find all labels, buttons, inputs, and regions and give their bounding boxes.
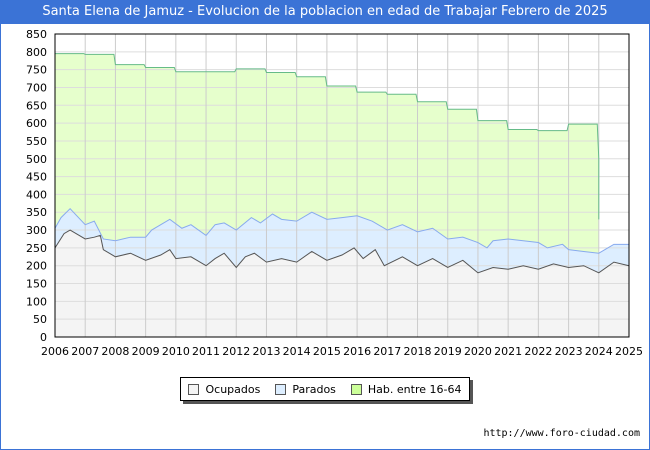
x-tick-label: 2006 (41, 345, 69, 358)
x-tick-label: 2021 (494, 345, 522, 358)
y-tick-label: 250 (26, 242, 47, 255)
x-tick-label: 2014 (283, 345, 311, 358)
x-tick-label: 2008 (101, 345, 129, 358)
y-tick-label: 300 (26, 224, 47, 237)
x-tick-label: 2022 (524, 345, 552, 358)
y-tick-label: 650 (26, 99, 47, 112)
legend-label-parados: Parados (292, 382, 336, 396)
x-tick-label: 2009 (132, 345, 160, 358)
y-tick-label: 100 (26, 295, 47, 308)
y-tick-label: 600 (26, 117, 47, 130)
legend-label-hab: Hab. entre 16-64 (367, 382, 462, 396)
chart-plot: 0 50 100 150 200 250 300 350 400 450 500 550 600 650 7… (26, 28, 643, 358)
x-tick-label: 2011 (192, 345, 220, 358)
y-tick-label: 800 (26, 46, 47, 59)
source-url: http://www.foro-ciudad.com (483, 428, 640, 439)
legend-item-ocupados: Ocupados (188, 383, 260, 396)
line-parados (54, 207, 629, 254)
x-tick-label: 2018 (404, 345, 432, 358)
legend: Ocupados Parados Hab. entre 16-64 (180, 377, 470, 401)
y-tick-label: 200 (26, 260, 47, 273)
x-tick-label: 2010 (162, 345, 190, 358)
x-tick-label: 2025 (615, 345, 643, 358)
line-hab-entre-16-64 (55, 53, 600, 220)
y-tick-label: 750 (26, 64, 47, 77)
y-tick-label: 0 (40, 331, 47, 344)
y-tick-label: 400 (26, 188, 47, 201)
y-tick-label: 50 (33, 313, 47, 326)
x-tick-label: 2024 (585, 345, 613, 358)
x-tick-label: 2013 (252, 345, 280, 358)
x-tick-label: 2007 (71, 345, 99, 358)
legend-swatch-hab (350, 383, 362, 395)
y-tick-label: 450 (26, 171, 47, 184)
x-tick-label: 2023 (555, 345, 583, 358)
y-tick-label: 850 (26, 28, 47, 41)
legend-swatch-parados (275, 383, 287, 395)
y-tick-label: 150 (26, 278, 47, 291)
y-tick-label: 550 (26, 135, 47, 148)
legend-label-ocupados: Ocupados (205, 382, 261, 396)
plot-border (54, 33, 630, 338)
x-tick-label: 2016 (343, 345, 371, 358)
x-tick-label: 2019 (434, 345, 462, 358)
y-tick-label: 700 (26, 81, 47, 94)
x-tick-label: 2017 (373, 345, 401, 358)
chart-title: Santa Elena de Jamuz - Evolucion de la p… (0, 0, 650, 24)
legend-item-hab: Hab. entre 16-64 (350, 382, 462, 396)
x-tick-label: 2020 (464, 345, 492, 358)
line-ocupados (54, 229, 630, 274)
y-tick-label: 350 (26, 206, 47, 219)
x-tick-label: 2015 (313, 345, 341, 358)
x-tick-label: 2012 (222, 345, 250, 358)
y-tick-label: 500 (26, 153, 47, 166)
legend-swatch-ocupados (188, 383, 200, 395)
legend-item-parados: Parados (275, 383, 336, 396)
